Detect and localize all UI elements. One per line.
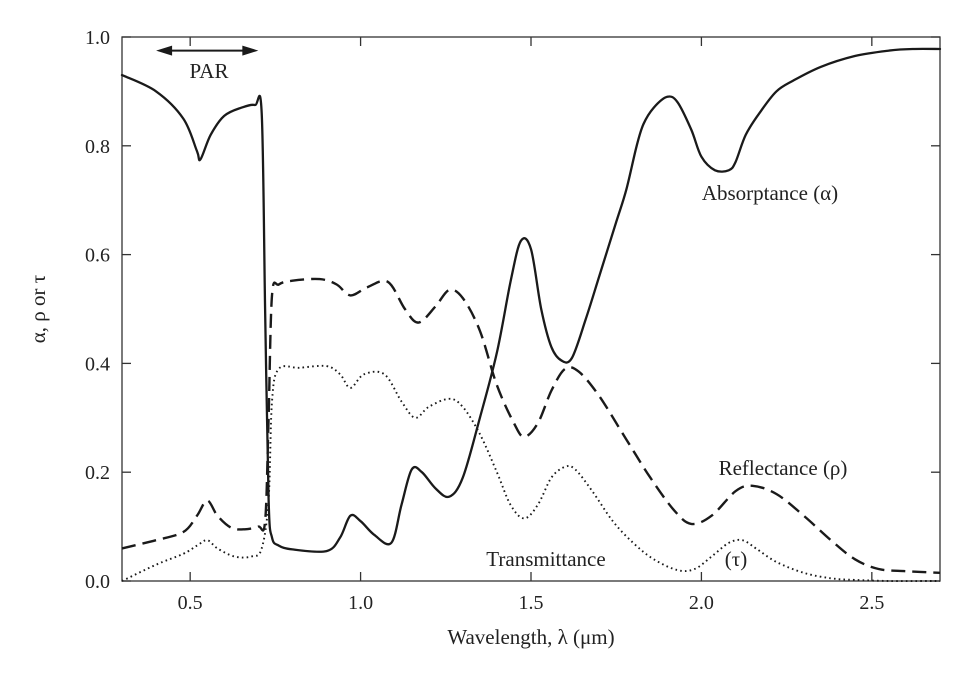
y-tick-label: 0.8 bbox=[85, 136, 110, 158]
x-tick-label: 2.5 bbox=[859, 592, 884, 614]
plot-frame bbox=[121, 36, 941, 582]
series-solid-line bbox=[120, 47, 942, 553]
transmittance-label: Transmittance bbox=[486, 547, 605, 571]
x-tick-label: 0.5 bbox=[178, 592, 203, 614]
x-axis-title: Wavelength, λ (μm) bbox=[447, 625, 614, 649]
data-series bbox=[120, 47, 942, 583]
y-tick-label: 0.6 bbox=[85, 245, 110, 267]
par-arrow-head-right bbox=[242, 45, 259, 56]
reflectance-label: Reflectance (ρ) bbox=[719, 456, 848, 480]
x-tick-label: 1.0 bbox=[348, 592, 373, 614]
y-tick-label: 0.0 bbox=[85, 571, 110, 593]
series-dashed-line bbox=[121, 277, 941, 574]
par-arrow-head-left bbox=[156, 45, 173, 56]
y-tick-label: 0.4 bbox=[85, 353, 110, 375]
y-axis-title: α, ρ or τ bbox=[26, 275, 50, 343]
absorptance-label: Absorptance (α) bbox=[702, 181, 838, 205]
y-tick-label: 1.0 bbox=[85, 27, 110, 49]
axis-ticks: 0.5 1.0 1.5 2.0 2.5 0.0 0.2 0.4 0.6 0.8 1.0 bbox=[85, 27, 940, 614]
x-tick-label: 2.0 bbox=[689, 592, 714, 614]
x-tick-label: 1.5 bbox=[519, 592, 544, 614]
series-dotted-line bbox=[121, 364, 940, 583]
par-label: PAR bbox=[190, 59, 229, 83]
y-tick-label: 0.2 bbox=[85, 462, 110, 484]
tau-label: (τ) bbox=[725, 547, 747, 571]
par-range-arrow bbox=[156, 45, 259, 56]
